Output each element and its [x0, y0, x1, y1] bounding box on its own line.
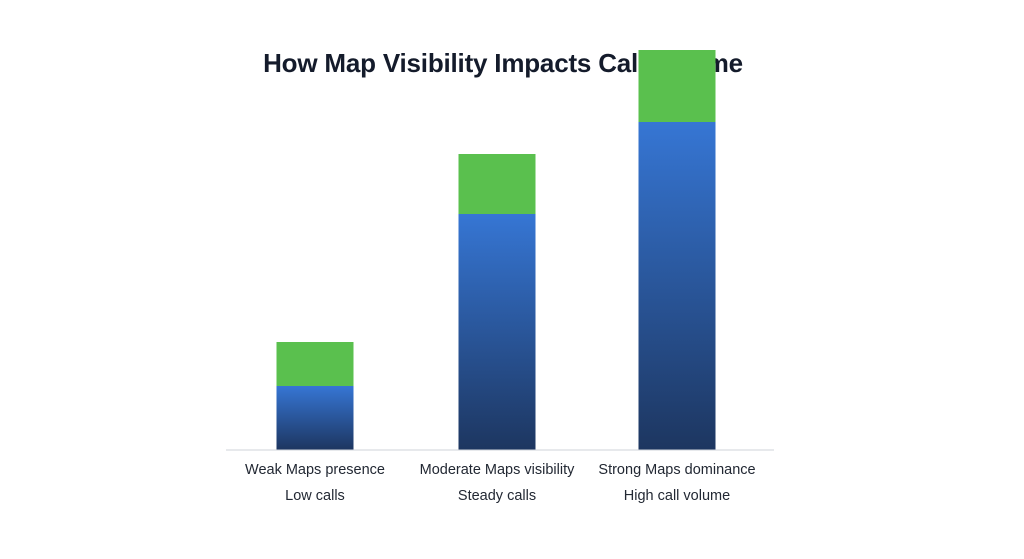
- category-label-2-line-1: Moderate Maps visibility: [420, 462, 575, 478]
- category-labels: Weak Maps presence Low calls Moderate Maps…: [245, 462, 756, 504]
- bar-3-segment-top: [638, 50, 716, 122]
- category-label-1-line-1: Weak Maps presence: [245, 462, 385, 478]
- bars-layer: [276, 50, 716, 450]
- bar-1-segment-top: [276, 342, 354, 386]
- bar-2-segment-top: [458, 154, 536, 214]
- category-label-3-line-1: Strong Maps dominance: [598, 462, 755, 478]
- bar-2-segment-base: [458, 214, 536, 450]
- bar-3-segment-base: [638, 122, 716, 450]
- bar-1-segment-base: [276, 386, 354, 450]
- category-label-3-line-2: High call volume: [624, 488, 730, 504]
- category-label-2-line-2: Steady calls: [458, 488, 536, 504]
- category-label-1-line-2: Low calls: [285, 488, 345, 504]
